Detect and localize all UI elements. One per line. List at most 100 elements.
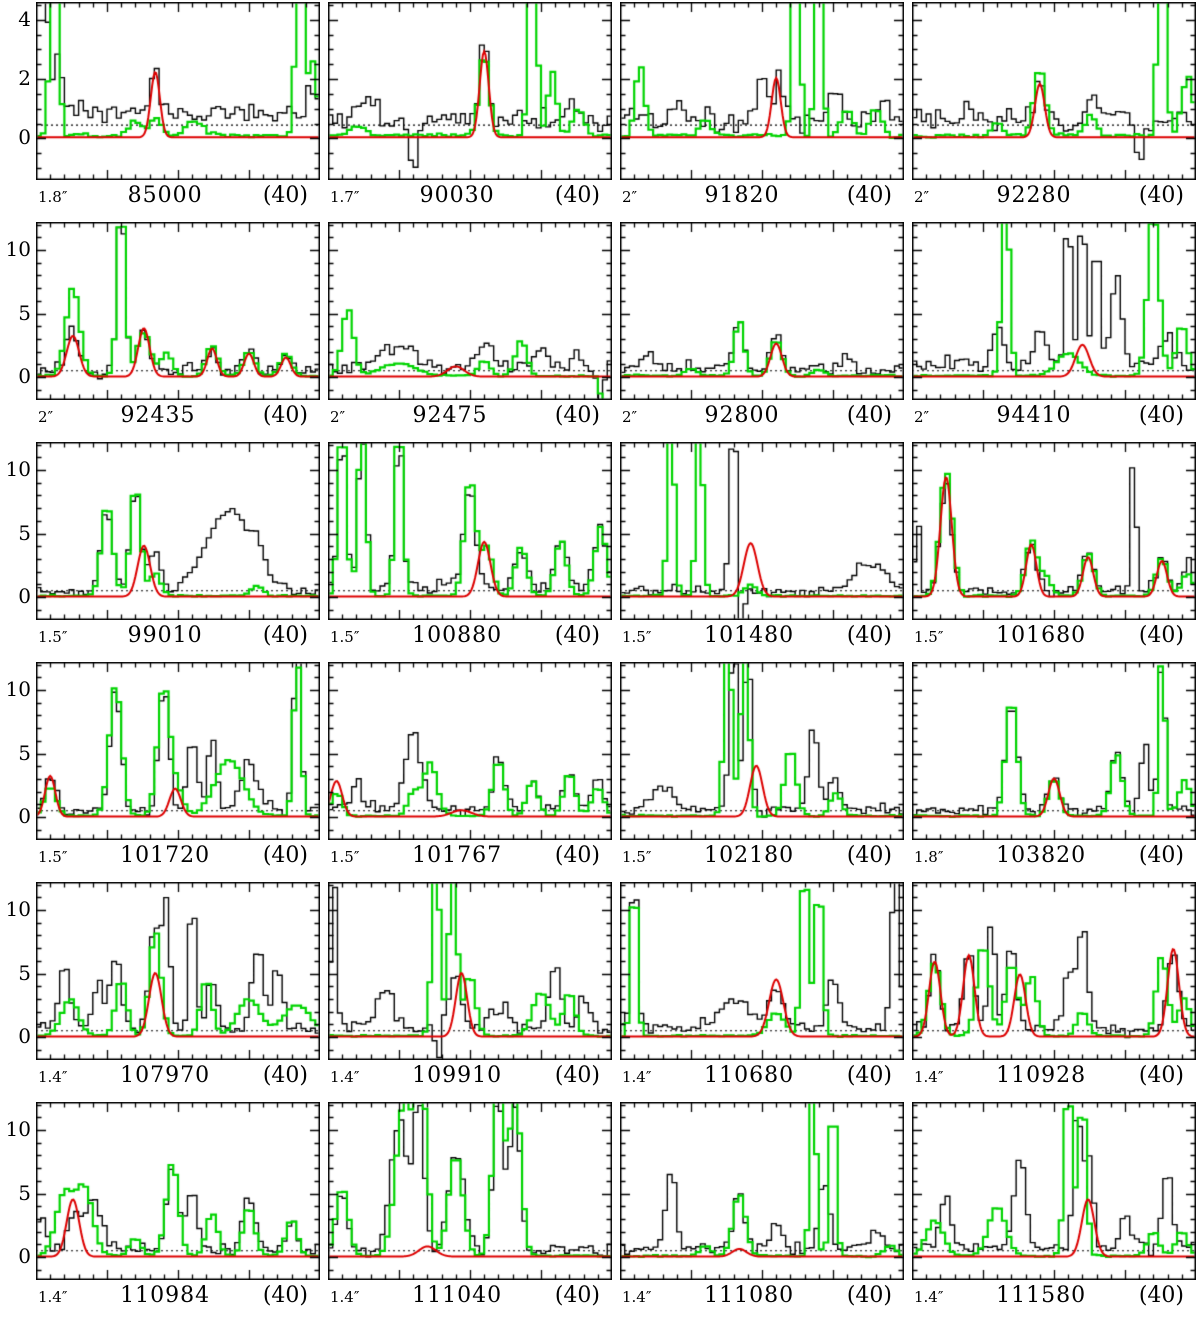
beam-size-label: 1.5″: [330, 628, 360, 646]
spectrum-canvas: [328, 442, 612, 620]
source-id-label: 91820: [704, 183, 780, 208]
spectrum-canvas: [328, 662, 612, 840]
spectrum-panel: 1.5″ 102180 (40): [620, 662, 904, 882]
y-axis-tick-label: 10: [5, 1116, 31, 1141]
source-id-label: 101680: [996, 623, 1087, 648]
count-label: (40): [554, 1063, 600, 1088]
beam-size-label: 1.5″: [622, 628, 652, 646]
y-axis-tick-label: 10: [5, 676, 31, 701]
y-axis-tick-label: 10: [5, 236, 31, 261]
y-axis-tick-label: 0: [18, 1024, 31, 1049]
count-label: (40): [846, 843, 892, 868]
spectrum-panel: 1.4″ 111080 (40): [620, 1102, 904, 1322]
count-label: (40): [262, 843, 308, 868]
count-label: (40): [554, 183, 600, 208]
y-axis-labels: 0 5 10: [0, 442, 36, 620]
y-axis-tick-label: 10: [5, 456, 31, 481]
source-id-label: 94410: [996, 403, 1072, 428]
panel-caption: 2″ 92800 (40): [620, 403, 904, 442]
spectrum-canvas: [912, 882, 1196, 1060]
count-label: (40): [554, 623, 600, 648]
beam-size-label: 2″: [330, 408, 346, 426]
spectrum-panel: 1.5″ 101480 (40): [620, 442, 904, 662]
y-axis-tick-label: 2: [18, 66, 31, 91]
source-id-label: 101767: [412, 843, 503, 868]
source-id-label: 99010: [127, 623, 203, 648]
beam-size-label: 1.4″: [914, 1288, 944, 1306]
count-label: (40): [262, 1063, 308, 1088]
beam-size-label: 1.5″: [330, 848, 360, 866]
beam-size-label: 2″: [914, 188, 930, 206]
beam-size-label: 1.4″: [622, 1288, 652, 1306]
spectrum-panel: 1.5″ 101720 (40): [36, 662, 320, 882]
count-label: (40): [1138, 183, 1184, 208]
spectra-row: 0 5 10 2″ 92435 (40) 2″ 92475 (40) 2″ 92800 (40) 2″ 9…: [0, 222, 1200, 442]
count-label: (40): [554, 1283, 600, 1308]
panel-caption: 1.5″ 101680 (40): [912, 623, 1196, 662]
panel-caption: 2″ 92475 (40): [328, 403, 612, 442]
count-label: (40): [1138, 623, 1184, 648]
panel-caption: 1.5″ 101720 (40): [36, 843, 320, 882]
panel-caption: 1.5″ 101767 (40): [328, 843, 612, 882]
beam-size-label: 1.8″: [38, 188, 68, 206]
spectrum-canvas: [620, 442, 904, 620]
y-axis-tick-label: 0: [18, 125, 31, 150]
beam-size-label: 1.5″: [38, 848, 68, 866]
spectrum-panel: 1.8″ 103820 (40): [912, 662, 1196, 882]
spectrum-panel: 1.4″ 109910 (40): [328, 882, 612, 1102]
y-axis-labels: 0 2 4: [0, 2, 36, 180]
spectrum-panel: 1.4″ 110984 (40): [36, 1102, 320, 1322]
source-id-label: 111080: [704, 1283, 795, 1308]
beam-size-label: 1.7″: [330, 188, 360, 206]
y-axis-labels: 0 5 10: [0, 222, 36, 400]
panel-caption: 1.4″ 110928 (40): [912, 1063, 1196, 1102]
spectrum-panel: 1.4″ 110680 (40): [620, 882, 904, 1102]
y-axis-tick-label: 5: [18, 520, 31, 545]
panel-caption: 1.5″ 100880 (40): [328, 623, 612, 662]
beam-size-label: 2″: [914, 408, 930, 426]
beam-size-label: 1.5″: [622, 848, 652, 866]
source-id-label: 92280: [996, 183, 1072, 208]
spectrum-panel: 1.7″ 90030 (40): [328, 2, 612, 222]
spectrum-canvas: [620, 662, 904, 840]
spectrum-canvas: [912, 222, 1196, 400]
panel-caption: 1.5″ 101480 (40): [620, 623, 904, 662]
source-id-label: 92475: [412, 403, 488, 428]
panel-caption: 1.4″ 111080 (40): [620, 1283, 904, 1322]
source-id-label: 85000: [127, 183, 203, 208]
source-id-label: 103820: [996, 843, 1087, 868]
y-axis-tick-label: 0: [18, 364, 31, 389]
beam-size-label: 1.4″: [914, 1068, 944, 1086]
panel-caption: 1.8″ 85000 (40): [36, 183, 320, 222]
y-axis-tick-label: 4: [18, 6, 31, 31]
beam-size-label: 2″: [38, 408, 54, 426]
spectra-row: 0 5 10 1.5″ 99010 (40) 1.5″ 100880 (40) 1.5″ 10148…: [0, 442, 1200, 662]
spectrum-panel: 1.4″ 110928 (40): [912, 882, 1196, 1102]
count-label: (40): [846, 183, 892, 208]
beam-size-label: 1.4″: [330, 1288, 360, 1306]
count-label: (40): [846, 1283, 892, 1308]
source-id-label: 110928: [996, 1063, 1087, 1088]
spectrum-panel: 2″ 92280 (40): [912, 2, 1196, 222]
source-id-label: 102180: [704, 843, 795, 868]
count-label: (40): [262, 1283, 308, 1308]
panel-caption: 2″ 92280 (40): [912, 183, 1196, 222]
spectrum-canvas: [36, 2, 320, 180]
y-axis-tick-label: 5: [18, 960, 31, 985]
panel-caption: 1.5″ 102180 (40): [620, 843, 904, 882]
panel-caption: 1.8″ 103820 (40): [912, 843, 1196, 882]
y-axis-tick-label: 0: [18, 584, 31, 609]
spectrum-panel: 1.4″ 111580 (40): [912, 1102, 1196, 1322]
count-label: (40): [846, 1063, 892, 1088]
count-label: (40): [846, 623, 892, 648]
panel-caption: 2″ 92435 (40): [36, 403, 320, 442]
y-axis-labels: 0 5 10: [0, 662, 36, 840]
spectrum-panel: 1.5″ 99010 (40): [36, 442, 320, 662]
beam-size-label: 1.4″: [622, 1068, 652, 1086]
count-label: (40): [554, 843, 600, 868]
count-label: (40): [1138, 403, 1184, 428]
y-axis-tick-label: 5: [18, 1180, 31, 1205]
count-label: (40): [262, 403, 308, 428]
spectrum-canvas: [912, 1102, 1196, 1280]
